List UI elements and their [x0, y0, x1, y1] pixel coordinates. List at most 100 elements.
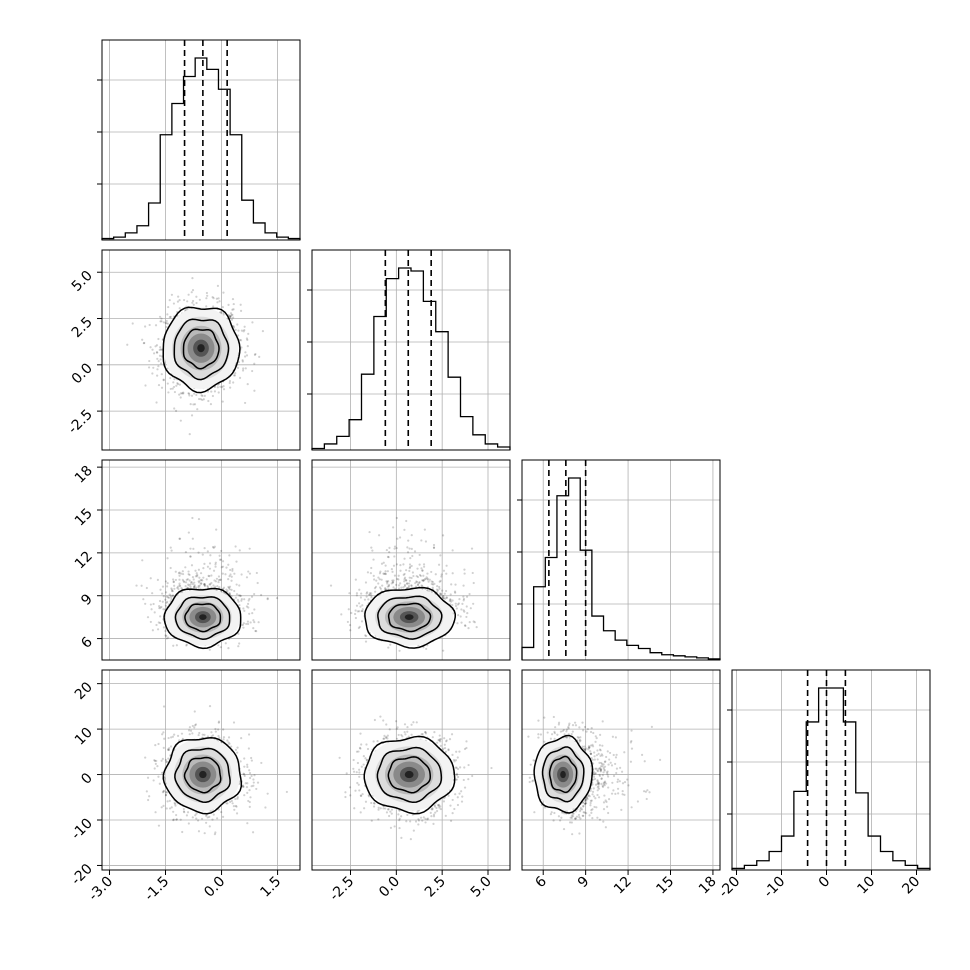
sample-point: [424, 817, 427, 820]
sample-point: [239, 594, 242, 598]
sample-point: [370, 594, 373, 597]
sample-point: [597, 796, 601, 799]
sample-point: [240, 737, 243, 740]
sample-point: [214, 580, 218, 583]
sample-point: [648, 791, 651, 794]
sample-point: [193, 392, 196, 395]
sample-point: [439, 744, 442, 747]
sample-point: [338, 756, 341, 759]
sample-point: [187, 822, 190, 825]
sample-point: [348, 592, 351, 595]
sample-point: [447, 748, 450, 751]
sample-point: [616, 780, 619, 784]
sample-point: [393, 545, 397, 548]
sample-point: [241, 359, 244, 362]
sample-point: [219, 578, 222, 581]
sample-point: [368, 530, 371, 534]
sample-point: [201, 398, 204, 402]
sample-point: [161, 757, 164, 760]
sample-point: [385, 580, 388, 583]
sample-point: [178, 299, 181, 302]
sample-point: [357, 783, 360, 786]
sample-point: [468, 592, 471, 596]
sample-point: [584, 798, 587, 801]
sample-point: [571, 814, 575, 818]
sample-point: [437, 803, 441, 806]
sample-point: [228, 591, 231, 595]
sample-point: [435, 809, 439, 813]
sample-point: [575, 815, 579, 818]
sample-point: [246, 602, 250, 605]
sample-point: [219, 646, 222, 649]
sample-point: [537, 733, 540, 736]
sample-point: [441, 595, 445, 598]
sample-point: [590, 727, 593, 730]
sample-point: [472, 581, 475, 585]
sample-point: [180, 591, 184, 594]
sample-point: [165, 634, 168, 638]
sample-point: [408, 563, 412, 566]
sample-point: [430, 580, 433, 583]
sample-point: [187, 729, 191, 732]
sample-point: [377, 818, 380, 821]
sample-point: [597, 787, 601, 790]
sample-point: [361, 608, 364, 611]
sample-point: [191, 816, 194, 819]
density-contour: [541, 746, 585, 803]
sample-point: [389, 826, 393, 829]
sample-point: [360, 743, 363, 746]
sample-point: [600, 777, 603, 781]
sample-point: [173, 390, 177, 394]
sample-point: [404, 579, 408, 582]
sample-point: [156, 351, 159, 354]
sample-point: [426, 817, 430, 820]
sample-point: [553, 811, 556, 815]
sample-point: [173, 407, 176, 410]
sample-point: [630, 729, 633, 732]
sample-point: [369, 593, 372, 596]
sample-point: [397, 813, 400, 816]
sample-point: [251, 612, 254, 615]
sample-point: [449, 593, 452, 596]
sample-point: [604, 799, 607, 802]
sample-point: [148, 795, 151, 798]
sample-point: [175, 818, 178, 821]
sample-point: [444, 814, 447, 817]
sample-point: [439, 807, 442, 811]
sample-point: [382, 807, 385, 810]
sample-point: [179, 585, 182, 588]
sample-point: [218, 586, 221, 589]
sample-point: [225, 588, 228, 591]
sample-point: [159, 606, 162, 609]
sample-point: [191, 732, 194, 735]
sample-point: [410, 733, 413, 736]
sample-point: [190, 394, 194, 397]
sample-point: [193, 726, 196, 729]
x-tick-label: 1.5: [257, 874, 284, 901]
sample-point: [410, 723, 413, 726]
sample-point: [211, 545, 215, 549]
sample-point: [159, 346, 162, 349]
sample-point: [562, 827, 566, 831]
sample-point: [173, 584, 176, 587]
x-tick-label: -10: [761, 874, 788, 901]
density-contour: [376, 746, 443, 804]
sample-point: [584, 802, 587, 805]
sample-point: [615, 753, 618, 756]
sample-point: [217, 297, 220, 300]
sample-point: [249, 621, 252, 624]
sample-point: [237, 645, 240, 648]
sample-point: [582, 801, 585, 804]
density-contour: [174, 747, 231, 804]
sample-point: [251, 321, 254, 324]
sample-point: [187, 570, 190, 573]
sample-point: [203, 583, 206, 586]
sample-point: [366, 747, 370, 751]
sample-point: [461, 795, 464, 798]
sample-point: [567, 724, 571, 727]
sample-point: [466, 612, 469, 615]
sample-point: [144, 602, 147, 605]
sample-point: [217, 721, 220, 724]
sample-point: [587, 748, 590, 751]
sample-point: [384, 588, 388, 591]
